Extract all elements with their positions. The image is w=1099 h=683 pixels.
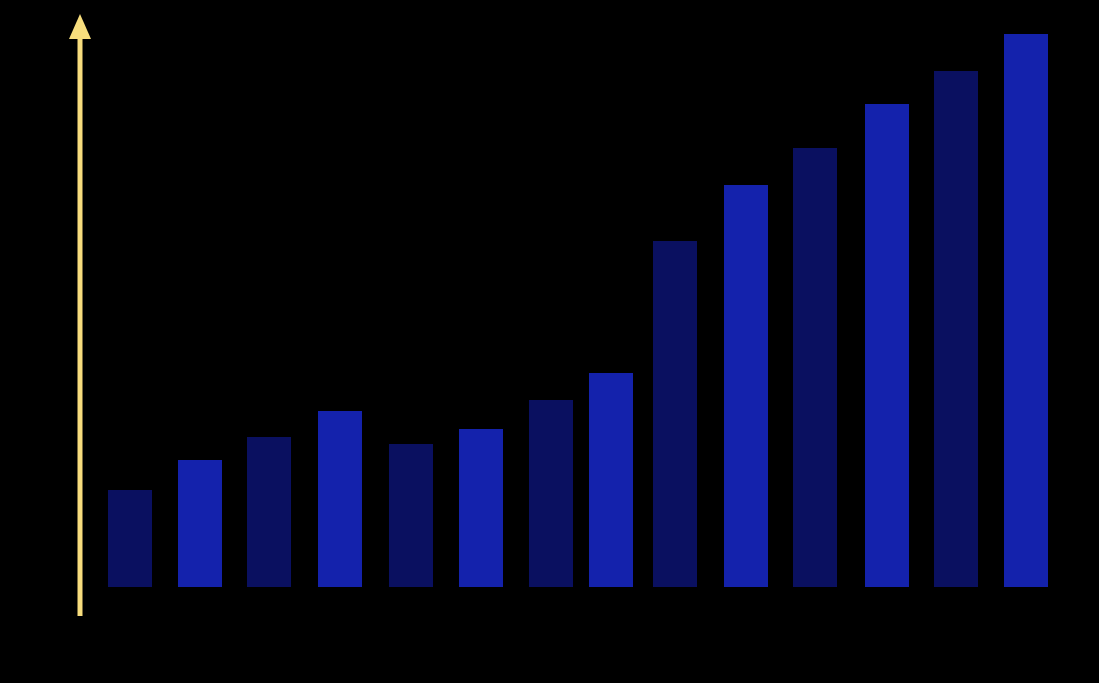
bar-12 — [865, 104, 909, 587]
bar-9 — [653, 241, 697, 587]
bar-11 — [793, 148, 837, 587]
bar-7 — [529, 400, 573, 587]
bar-4 — [318, 411, 362, 587]
bar-8 — [589, 373, 633, 587]
bar-2 — [178, 460, 222, 587]
bar-14 — [1004, 34, 1048, 587]
bar-13 — [934, 71, 978, 587]
bar-5 — [389, 444, 433, 587]
bar-6 — [459, 429, 503, 587]
bars-layer — [108, 34, 1048, 587]
bar-1 — [108, 490, 152, 587]
bar-3 — [247, 437, 291, 587]
bar-10 — [724, 185, 768, 587]
